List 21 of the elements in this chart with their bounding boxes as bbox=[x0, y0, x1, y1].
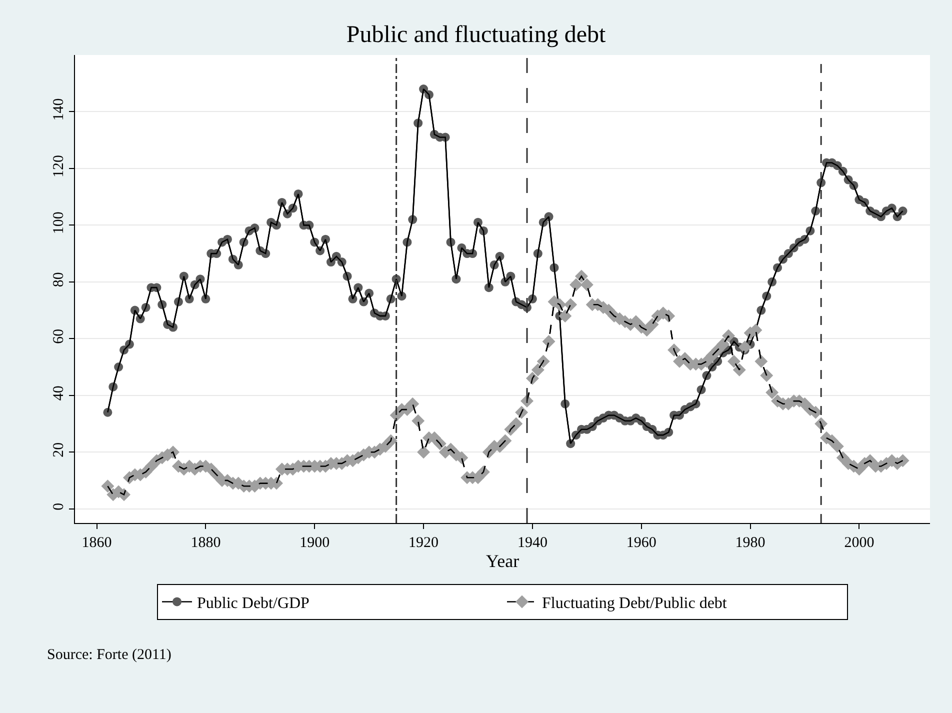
y-tick-label: 60 bbox=[51, 328, 67, 344]
y-tick-label: 120 bbox=[51, 154, 67, 178]
legend-label: Fluctuating Debt/Public debt bbox=[542, 594, 728, 612]
y-tick-label: 40 bbox=[51, 386, 67, 401]
x-tick-label: 1880 bbox=[190, 535, 221, 551]
y-tick-label: 0 bbox=[51, 502, 67, 510]
legend-label: Public Debt/GDP bbox=[197, 594, 310, 612]
x-tick-label: 2000 bbox=[844, 535, 874, 551]
x-tick-label: 1920 bbox=[408, 535, 439, 551]
x-tick-label: 1960 bbox=[626, 535, 656, 551]
y-tick-label: 20 bbox=[51, 442, 67, 458]
source-note: Source: Forte (2011) bbox=[47, 647, 172, 663]
chart-title: Public and fluctuating debt bbox=[346, 22, 606, 48]
y-tick-label: 100 bbox=[51, 212, 67, 234]
x-axis-title: Year bbox=[486, 551, 520, 571]
y-tick-label: 80 bbox=[51, 272, 67, 288]
x-tick-label: 1980 bbox=[735, 535, 766, 551]
x-tick-label: 1860 bbox=[82, 535, 112, 551]
x-tick-label: 1940 bbox=[517, 535, 548, 551]
y-tick-label: 140 bbox=[51, 98, 67, 121]
x-tick-label: 1900 bbox=[300, 535, 330, 551]
